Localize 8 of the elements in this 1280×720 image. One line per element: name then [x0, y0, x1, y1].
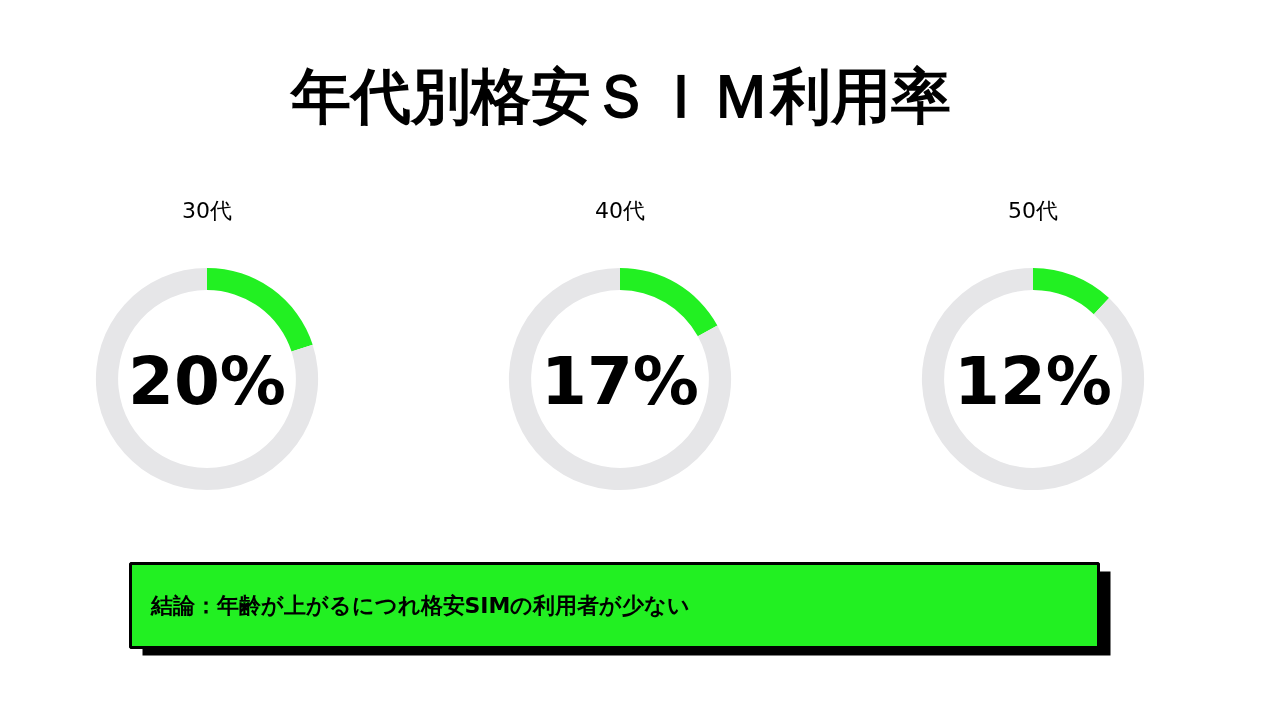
chart-title: 50代	[1008, 197, 1058, 223]
text: 17%	[541, 342, 699, 420]
text: 20%	[128, 342, 286, 420]
text: 結論：年齢が上がるにつれ格安SIMの利用者が少ない	[149, 593, 691, 618]
chart-title: 30代	[182, 197, 232, 223]
text: 年代別格安ＳＩＭ利用率	[288, 60, 951, 131]
chart-title: 40代	[595, 197, 645, 223]
text: 12%	[954, 342, 1112, 420]
